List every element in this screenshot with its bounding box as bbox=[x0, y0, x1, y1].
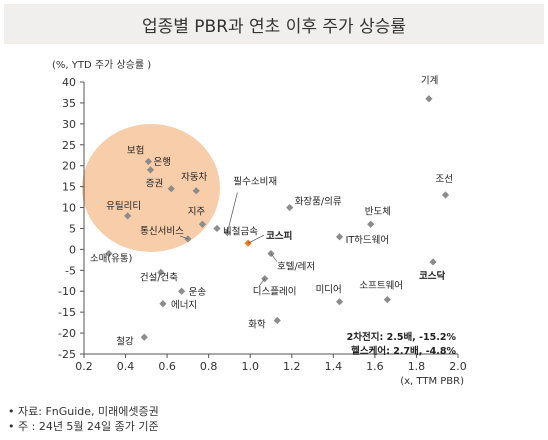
annotation-text: 헬스케어: 2.7배, -4.8% bbox=[351, 345, 456, 357]
point-label: 코스닥 bbox=[419, 270, 445, 282]
point-label: 보험 bbox=[127, 146, 144, 157]
data-point bbox=[213, 224, 221, 233]
point-label: 철강 bbox=[116, 336, 134, 347]
date-note: 주 : 24년 5월 24일 종가 기준 bbox=[8, 419, 159, 434]
highlight-ellipse bbox=[82, 124, 220, 252]
x-tick-label: 1.0 bbox=[241, 360, 259, 373]
data-point bbox=[159, 300, 167, 308]
y-tick-label: -20 bbox=[58, 327, 76, 340]
point-label: 반도체 bbox=[365, 206, 391, 217]
leader-line bbox=[270, 253, 278, 262]
y-tick-label: 35 bbox=[62, 97, 76, 110]
data-point bbox=[124, 212, 132, 220]
y-tick-label: -5 bbox=[65, 264, 76, 277]
point-label: 은행 bbox=[153, 156, 170, 168]
x-tick-label: 1.6 bbox=[366, 360, 384, 373]
footnotes: 자료: FnGuide, 미래에셋증권 주 : 24년 5월 24일 종가 기준 bbox=[8, 404, 159, 434]
point-label: 지주 bbox=[188, 206, 206, 217]
point-label: 소매(유통) bbox=[90, 254, 132, 265]
leader-line bbox=[258, 278, 266, 287]
y-axis-title: (%, YTD 주가 상승률 ) bbox=[52, 59, 151, 71]
point-label: 운송 bbox=[189, 287, 207, 298]
data-point bbox=[192, 187, 200, 195]
data-point bbox=[335, 233, 344, 241]
y-tick-label: -10 bbox=[58, 285, 76, 298]
chart-title: 업종별 PBR과 연초 이후 주가 상승률 bbox=[4, 4, 544, 44]
point-label: 증권 bbox=[146, 178, 163, 190]
data-point bbox=[273, 316, 281, 325]
point-label: 기계 bbox=[421, 75, 438, 87]
y-tick-label: 0 bbox=[69, 243, 76, 256]
leader-line bbox=[179, 235, 189, 240]
data-point bbox=[105, 249, 113, 258]
y-tick-label: -15 bbox=[58, 306, 76, 319]
x-axis-title: (x, TTM PBR) bbox=[400, 376, 464, 387]
data-point bbox=[167, 185, 175, 193]
data-point bbox=[335, 298, 344, 306]
y-tick-label: 20 bbox=[62, 160, 76, 173]
point-label: 조선 bbox=[436, 174, 453, 185]
data-point bbox=[441, 191, 450, 199]
x-tick-label: 1.4 bbox=[325, 360, 343, 373]
data-point bbox=[261, 275, 269, 283]
data-point bbox=[140, 333, 148, 341]
y-tick-label: 15 bbox=[62, 181, 76, 194]
point-label: 비철금속 bbox=[223, 226, 258, 237]
leader-line bbox=[226, 192, 238, 233]
x-tick-label: 1.8 bbox=[408, 360, 426, 373]
y-tick-label: 40 bbox=[62, 76, 76, 89]
annotation-text: 2차전지: 2.5배, -15.2% bbox=[347, 331, 457, 343]
data-point bbox=[286, 203, 294, 212]
point-label: 호텔/레저 bbox=[277, 261, 315, 273]
x-tick-label: 1.2 bbox=[283, 360, 301, 373]
y-tick-label: 5 bbox=[69, 222, 76, 235]
data-point bbox=[178, 287, 186, 295]
point-label: 코스피 bbox=[266, 230, 292, 242]
point-label: 화학 bbox=[248, 320, 266, 331]
data-point bbox=[425, 95, 433, 103]
y-tick-label: 25 bbox=[62, 139, 76, 152]
x-tick-label: 0.6 bbox=[158, 360, 176, 373]
data-point bbox=[429, 258, 437, 266]
point-label: 필수소비재 bbox=[233, 176, 277, 188]
point-label: 화장품/의류 bbox=[295, 197, 342, 208]
point-label: 자동차 bbox=[181, 171, 207, 183]
data-point bbox=[383, 296, 391, 304]
point-label: 소프트웨어 bbox=[359, 280, 403, 292]
x-tick-label: 2.0 bbox=[449, 360, 467, 373]
point-label: 유틸리티 bbox=[106, 200, 141, 212]
x-tick-label: 0.2 bbox=[75, 360, 93, 373]
source-note: 자료: FnGuide, 미래에셋증권 bbox=[8, 404, 159, 419]
leader-line bbox=[247, 234, 265, 244]
point-label: 에너지 bbox=[171, 300, 197, 311]
data-point bbox=[146, 166, 155, 174]
y-tick-label: 30 bbox=[62, 118, 76, 131]
point-label: 통신서비스 bbox=[140, 226, 184, 237]
point-label: 디스플레이 bbox=[253, 287, 297, 298]
data-point bbox=[367, 220, 375, 228]
y-tick-label: -25 bbox=[58, 348, 76, 361]
point-label: IT하드웨어 bbox=[346, 234, 390, 246]
x-tick-label: 0.8 bbox=[200, 360, 218, 373]
data-point bbox=[198, 220, 207, 228]
point-label: 미디어 bbox=[316, 285, 342, 296]
data-point bbox=[144, 157, 153, 166]
y-tick-label: 10 bbox=[62, 202, 76, 215]
point-label: 건설/건축 bbox=[140, 272, 178, 283]
x-tick-label: 0.4 bbox=[117, 360, 135, 373]
scatter-chart: -25 -20 -15 -10 -5 0 5 10 15 20 25 30 35 40 0.2 0.4 0.6 0… bbox=[52, 59, 467, 387]
